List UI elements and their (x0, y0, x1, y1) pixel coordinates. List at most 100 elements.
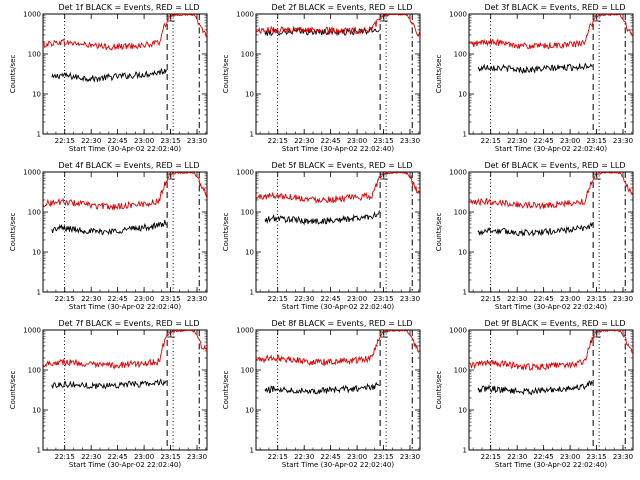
y-tick-label: 1000 (449, 327, 467, 335)
y-tick-label: 100 (454, 51, 467, 59)
x-tick-label: 22:15 (55, 137, 75, 145)
plot-frame (42, 329, 208, 451)
x-tick-label: 23:00 (134, 453, 154, 461)
x-tick-label: 23:15 (373, 137, 393, 145)
x-tick-label: 23:30 (400, 295, 420, 303)
x-tick-label: 22:45 (108, 453, 128, 461)
events-series-line (51, 219, 167, 236)
plot-frame (468, 13, 634, 135)
x-tick-label: 22:15 (268, 453, 288, 461)
events-series-line (264, 210, 380, 226)
y-tick-label: 1 (37, 131, 41, 139)
events-series-line (51, 378, 167, 390)
plot-title: Det 1f BLACK = Events, RED = LLD (58, 3, 199, 12)
y-tick-label: 1000 (23, 327, 41, 335)
y-tick-label: 1 (37, 289, 41, 297)
lld-series-line (468, 171, 634, 210)
x-tick-label: 22:30 (507, 295, 527, 303)
x-axis-label: Start Time (30-Apr-02 22:02:40) (282, 303, 394, 311)
x-tick-label: 22:45 (534, 295, 554, 303)
x-tick-label: 22:30 (507, 137, 527, 145)
detector-plot-7f: Det 7f BLACK = Events, RED = LLD 1 10 100 10… (9, 319, 208, 469)
x-axis-label: Start Time (30-Apr-02 22:02:40) (69, 461, 181, 469)
y-axis-label: Counts/sec (222, 213, 230, 252)
x-tick-label: 22:30 (294, 295, 314, 303)
y-tick-label: 10 (32, 407, 41, 415)
events-series-line (477, 380, 593, 396)
x-axis-label: Start Time (30-Apr-02 22:02:40) (282, 461, 394, 469)
x-tick-label: 22:45 (321, 295, 341, 303)
plot-frame (468, 329, 634, 451)
x-tick-label: 23:00 (560, 295, 580, 303)
x-tick-label: 22:15 (268, 137, 288, 145)
detector-plot-2f: Det 2f BLACK = Events, RED = LLD 1 10 100 10… (222, 3, 421, 153)
x-tick-label: 23:15 (373, 295, 393, 303)
x-tick-label: 22:15 (481, 295, 501, 303)
events-series-line (477, 62, 593, 75)
y-tick-label: 1 (250, 289, 254, 297)
x-tick-label: 22:30 (507, 453, 527, 461)
y-tick-label: 100 (28, 209, 41, 217)
x-tick-label: 22:30 (81, 137, 101, 145)
x-tick-label: 23:00 (347, 137, 367, 145)
y-tick-label: 100 (241, 367, 254, 375)
y-tick-label: 10 (245, 91, 254, 99)
y-tick-label: 100 (28, 367, 41, 375)
plot-title: Det 2f BLACK = Events, RED = LLD (271, 3, 412, 12)
plot-title: Det 7f BLACK = Events, RED = LLD (58, 319, 199, 328)
y-tick-label: 10 (32, 249, 41, 257)
x-tick-label: 22:30 (81, 295, 101, 303)
y-tick-label: 1 (250, 131, 254, 139)
y-tick-label: 1000 (236, 327, 254, 335)
y-tick-label: 10 (32, 91, 41, 99)
plot-title: Det 6f BLACK = Events, RED = LLD (484, 161, 625, 170)
detector-plot-9f: Det 9f BLACK = Events, RED = LLD 1 10 100 10… (435, 319, 634, 469)
x-tick-label: 23:15 (586, 295, 606, 303)
x-tick-label: 22:45 (534, 137, 554, 145)
x-axis-label: Start Time (30-Apr-02 22:02:40) (69, 145, 181, 153)
plot-frame (255, 13, 421, 135)
y-tick-label: 1 (463, 289, 467, 297)
events-series-line (51, 67, 167, 83)
y-tick-label: 1 (250, 447, 254, 455)
events-series-line (264, 26, 380, 37)
x-tick-label: 23:15 (160, 295, 180, 303)
plot-title: Det 9f BLACK = Events, RED = LLD (484, 319, 625, 328)
lld-series-line (42, 13, 208, 51)
x-tick-label: 23:30 (187, 137, 207, 145)
y-tick-label: 100 (454, 367, 467, 375)
y-axis-label: Counts/sec (435, 213, 443, 252)
lld-series-line (255, 13, 421, 37)
events-series-line (477, 221, 593, 238)
x-tick-label: 22:45 (108, 137, 128, 145)
y-tick-label: 1 (37, 447, 41, 455)
y-tick-label: 10 (245, 249, 254, 257)
x-tick-label: 23:30 (613, 137, 633, 145)
plot-frame (42, 171, 208, 293)
plot-title: Det 5f BLACK = Events, RED = LLD (271, 161, 412, 170)
x-tick-label: 23:00 (560, 453, 580, 461)
lld-series-line (42, 329, 208, 370)
y-tick-label: 1000 (236, 11, 254, 19)
interval-marker-icon (379, 173, 388, 180)
detector-plot-4f: Det 4f BLACK = Events, RED = LLD 1 10 100 10… (9, 161, 208, 311)
x-axis-label: Start Time (30-Apr-02 22:02:40) (495, 303, 607, 311)
y-axis-label: Counts/sec (9, 371, 17, 410)
y-tick-label: 1000 (23, 169, 41, 177)
x-tick-label: 23:30 (613, 295, 633, 303)
y-tick-label: 100 (241, 209, 254, 217)
x-tick-label: 23:15 (586, 137, 606, 145)
plot-frame (255, 171, 421, 293)
x-tick-label: 23:00 (347, 453, 367, 461)
y-tick-label: 10 (458, 91, 467, 99)
x-axis-label: Start Time (30-Apr-02 22:02:40) (495, 461, 607, 469)
x-axis-label: Start Time (30-Apr-02 22:02:40) (282, 145, 394, 153)
x-tick-label: 23:30 (187, 295, 207, 303)
x-tick-label: 22:30 (81, 453, 101, 461)
x-tick-label: 22:30 (294, 453, 314, 461)
x-tick-label: 22:15 (55, 295, 75, 303)
lld-series-line (468, 329, 634, 371)
lld-series-line (468, 13, 634, 50)
x-tick-label: 23:00 (134, 137, 154, 145)
